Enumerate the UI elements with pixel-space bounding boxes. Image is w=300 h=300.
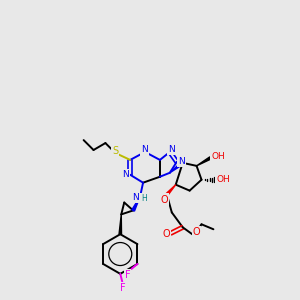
Text: N: N bbox=[122, 170, 129, 179]
Text: N: N bbox=[178, 158, 185, 166]
Text: OH: OH bbox=[216, 175, 230, 184]
Text: OH: OH bbox=[212, 152, 225, 161]
Polygon shape bbox=[166, 185, 176, 195]
Text: O: O bbox=[193, 227, 200, 237]
Text: N: N bbox=[132, 193, 139, 202]
Text: N: N bbox=[168, 145, 175, 154]
Polygon shape bbox=[119, 214, 122, 234]
Polygon shape bbox=[132, 196, 140, 211]
Text: N: N bbox=[141, 146, 147, 154]
Polygon shape bbox=[170, 162, 184, 173]
Polygon shape bbox=[196, 157, 211, 166]
Text: F: F bbox=[120, 283, 126, 293]
Text: F: F bbox=[125, 270, 130, 280]
Text: O: O bbox=[160, 194, 168, 205]
Text: O: O bbox=[162, 229, 170, 239]
Text: H: H bbox=[141, 194, 147, 203]
Text: S: S bbox=[112, 146, 119, 156]
